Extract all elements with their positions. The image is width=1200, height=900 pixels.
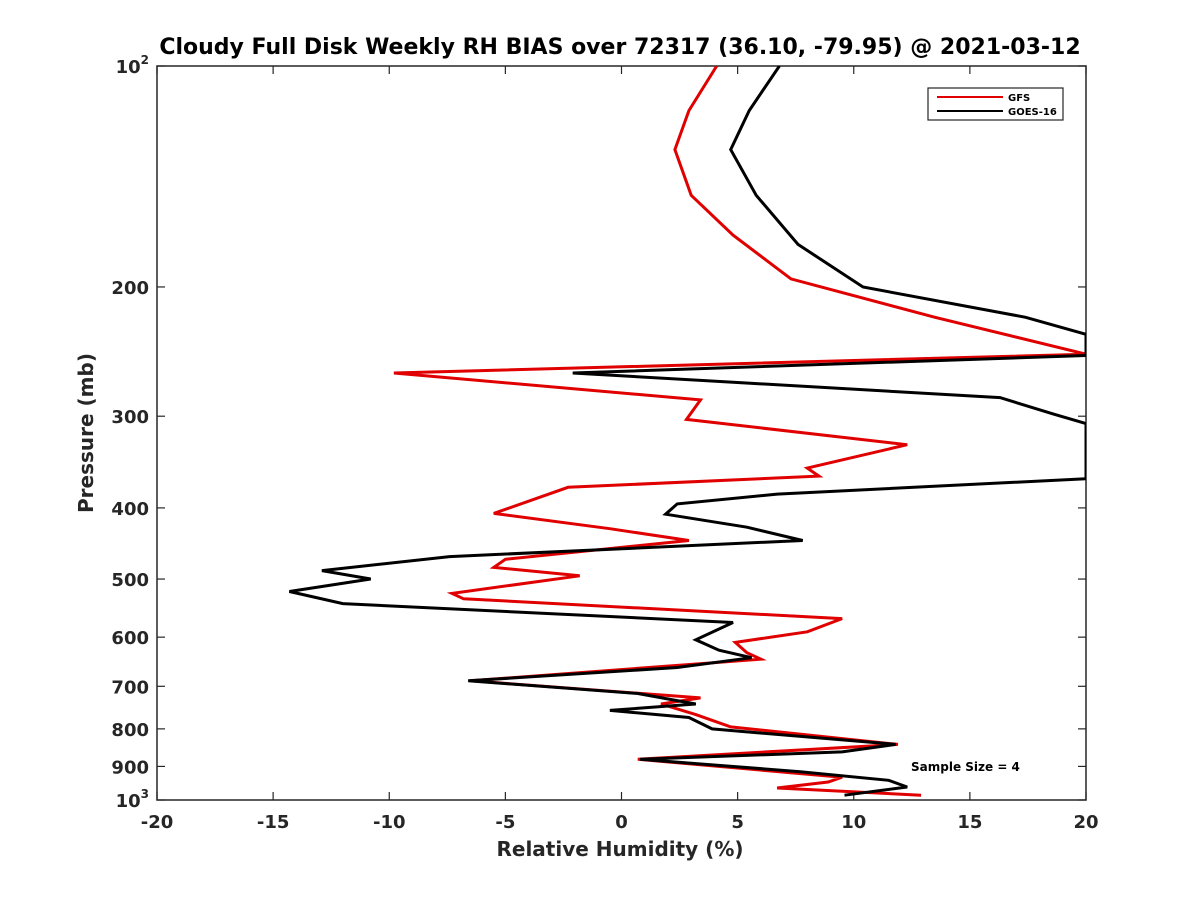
- series-layer: [289, 66, 1086, 797]
- y-tick-label: 500: [111, 570, 149, 591]
- legend-label-gfs: GFS: [1008, 93, 1030, 104]
- y-tick-label: 800: [111, 720, 149, 741]
- y-tick-label: 400: [111, 499, 149, 520]
- x-tick-label: 15: [957, 812, 982, 833]
- y-tick-label: 700: [111, 677, 149, 698]
- series-line-gfs: [393, 66, 1086, 797]
- x-tick-label: 10: [841, 812, 866, 833]
- series-line-goes16: [289, 66, 1086, 797]
- y-axis-ticks: 102 200 300 400 500 600 700 800 900 103: [111, 53, 1086, 812]
- x-tick-label: -15: [257, 812, 290, 833]
- x-tick-label: 5: [731, 812, 744, 833]
- plot-axes-frame: [156, 65, 1087, 801]
- legend-box: [927, 87, 1064, 121]
- x-tick-label: 0: [615, 812, 628, 833]
- legend-label-goes16: GOES-16: [1008, 107, 1057, 118]
- x-tick-label: 20: [1073, 812, 1098, 833]
- y-tick-label: 300: [111, 407, 149, 428]
- y-axis-label: Pressure (mb): [74, 353, 98, 513]
- x-tick-label: -5: [495, 812, 515, 833]
- x-axis-ticks: -20 -15 -10 -5 0 5 10 15 20: [141, 66, 1099, 833]
- x-axis-label: Relative Humidity (%): [496, 837, 743, 861]
- x-tick-label: -20: [141, 812, 174, 833]
- y-tick-label: 900: [111, 757, 149, 778]
- y-tick-label: 600: [111, 628, 149, 649]
- sample-size-annotation: Sample Size = 4: [911, 760, 1020, 774]
- chart-legend: GFS GOES-16: [927, 87, 1064, 121]
- x-tick-label: -10: [373, 812, 406, 833]
- chart-title: Cloudy Full Disk Weekly RH BIAS over 723…: [159, 35, 1080, 60]
- y-tick-label: 200: [111, 278, 149, 299]
- y-tick-label: 103: [116, 787, 149, 812]
- y-tick-label: 102: [116, 53, 149, 78]
